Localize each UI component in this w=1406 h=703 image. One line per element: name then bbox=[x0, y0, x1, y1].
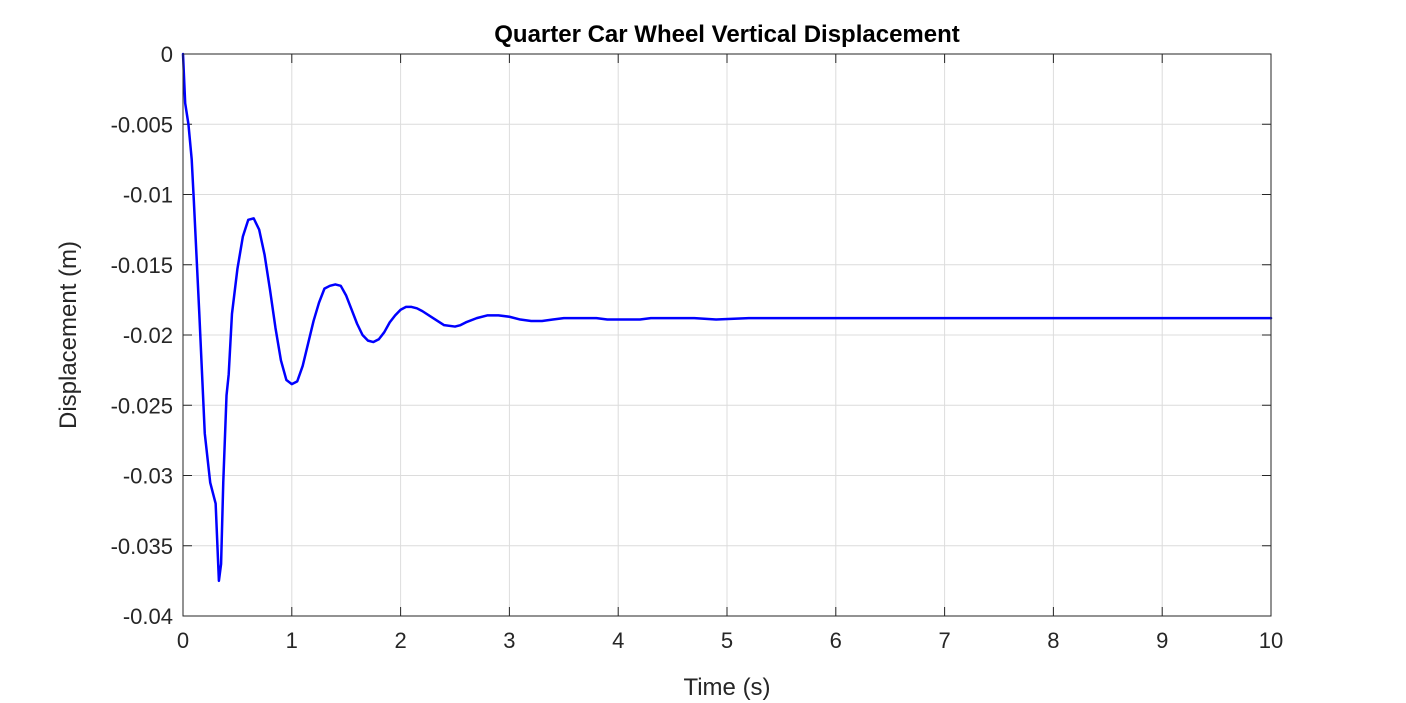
x-tick-label: 2 bbox=[394, 628, 406, 653]
x-tick-label: 9 bbox=[1156, 628, 1168, 653]
x-tick-label: 3 bbox=[503, 628, 515, 653]
y-axis-label: Displacement (m) bbox=[55, 241, 82, 429]
plot-frame bbox=[182, 53, 1272, 617]
x-tick-label: 8 bbox=[1047, 628, 1059, 653]
x-tick-labels: 0 1 2 3 4 5 6 7 8 9 10 bbox=[177, 628, 1283, 653]
x-tick-label: 1 bbox=[286, 628, 298, 653]
y-tick-label: 0 bbox=[161, 42, 173, 67]
y-tick-label: -0.035 bbox=[111, 534, 173, 559]
y-tick-label: -0.025 bbox=[111, 393, 173, 418]
x-axis-label: Time (s) bbox=[683, 674, 770, 701]
y-tick-labels: 0 -0.005 -0.01 -0.015 -0.02 -0.025 -0.03 -0.035… bbox=[111, 42, 173, 629]
y-tick-label: -0.015 bbox=[111, 253, 173, 278]
x-tick-label: 7 bbox=[938, 628, 950, 653]
chart-title: Quarter Car Wheel Vertical Displacement bbox=[494, 21, 960, 48]
x-tick-label: 0 bbox=[177, 628, 189, 653]
x-tick-label: 10 bbox=[1259, 628, 1283, 653]
x-tick-label: 4 bbox=[612, 628, 624, 653]
y-tick-label: -0.04 bbox=[123, 604, 173, 629]
y-tick-label: -0.005 bbox=[111, 112, 173, 137]
series-group bbox=[181, 52, 1273, 583]
y-tick-label: -0.02 bbox=[123, 323, 173, 348]
x-tick-label: 5 bbox=[721, 628, 733, 653]
x-tick-label: 6 bbox=[830, 628, 842, 653]
y-tick-label: -0.01 bbox=[123, 183, 173, 208]
series-line bbox=[181, 52, 1273, 583]
y-tick-label: -0.03 bbox=[123, 464, 173, 489]
